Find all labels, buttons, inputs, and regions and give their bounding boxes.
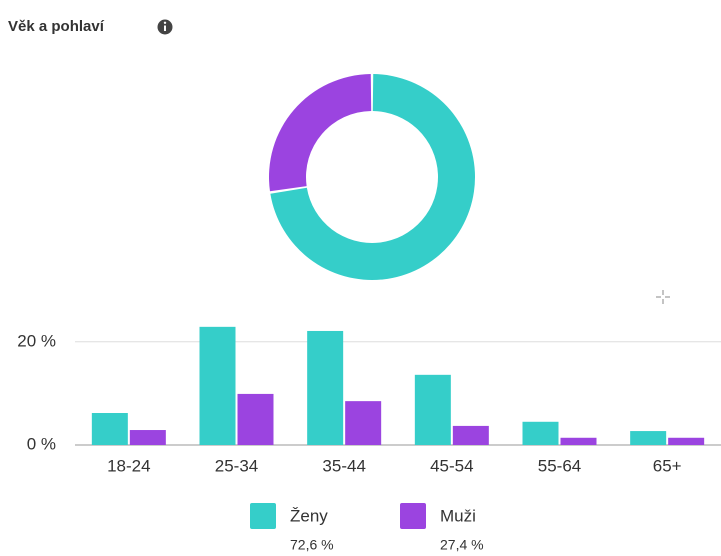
legend-label: Muži (440, 506, 476, 525)
legend-label: Ženy (290, 506, 328, 525)
x-tick-label: 55-64 (538, 456, 581, 475)
bar (668, 437, 705, 445)
bar (307, 330, 344, 445)
bar (452, 425, 489, 445)
section-title: Věk a pohlaví (8, 18, 105, 35)
info-icon[interactable] (157, 19, 173, 35)
bar (91, 413, 128, 445)
legend-value: 72,6 % (290, 537, 334, 553)
bar (237, 393, 274, 445)
legend-value: 27,4 % (440, 537, 484, 553)
legend-swatch (400, 503, 426, 529)
donut-segment (269, 74, 372, 192)
bar (129, 430, 166, 445)
x-tick-label: 35-44 (322, 456, 365, 475)
crosshair (656, 290, 670, 304)
x-tick-label: 65+ (653, 456, 682, 475)
donut-segment (270, 74, 475, 280)
bar (345, 401, 382, 445)
bar (414, 374, 451, 445)
x-tick-label: 45-54 (430, 456, 473, 475)
x-tick-label: 25-34 (215, 456, 258, 475)
y-tick-label: 0 % (27, 434, 56, 453)
bar (560, 437, 597, 445)
bar (630, 431, 667, 445)
legend-swatch (250, 503, 276, 529)
bar (199, 326, 236, 445)
y-tick-label: 20 % (17, 331, 56, 350)
bar (522, 421, 559, 445)
x-tick-label: 18-24 (107, 456, 150, 475)
